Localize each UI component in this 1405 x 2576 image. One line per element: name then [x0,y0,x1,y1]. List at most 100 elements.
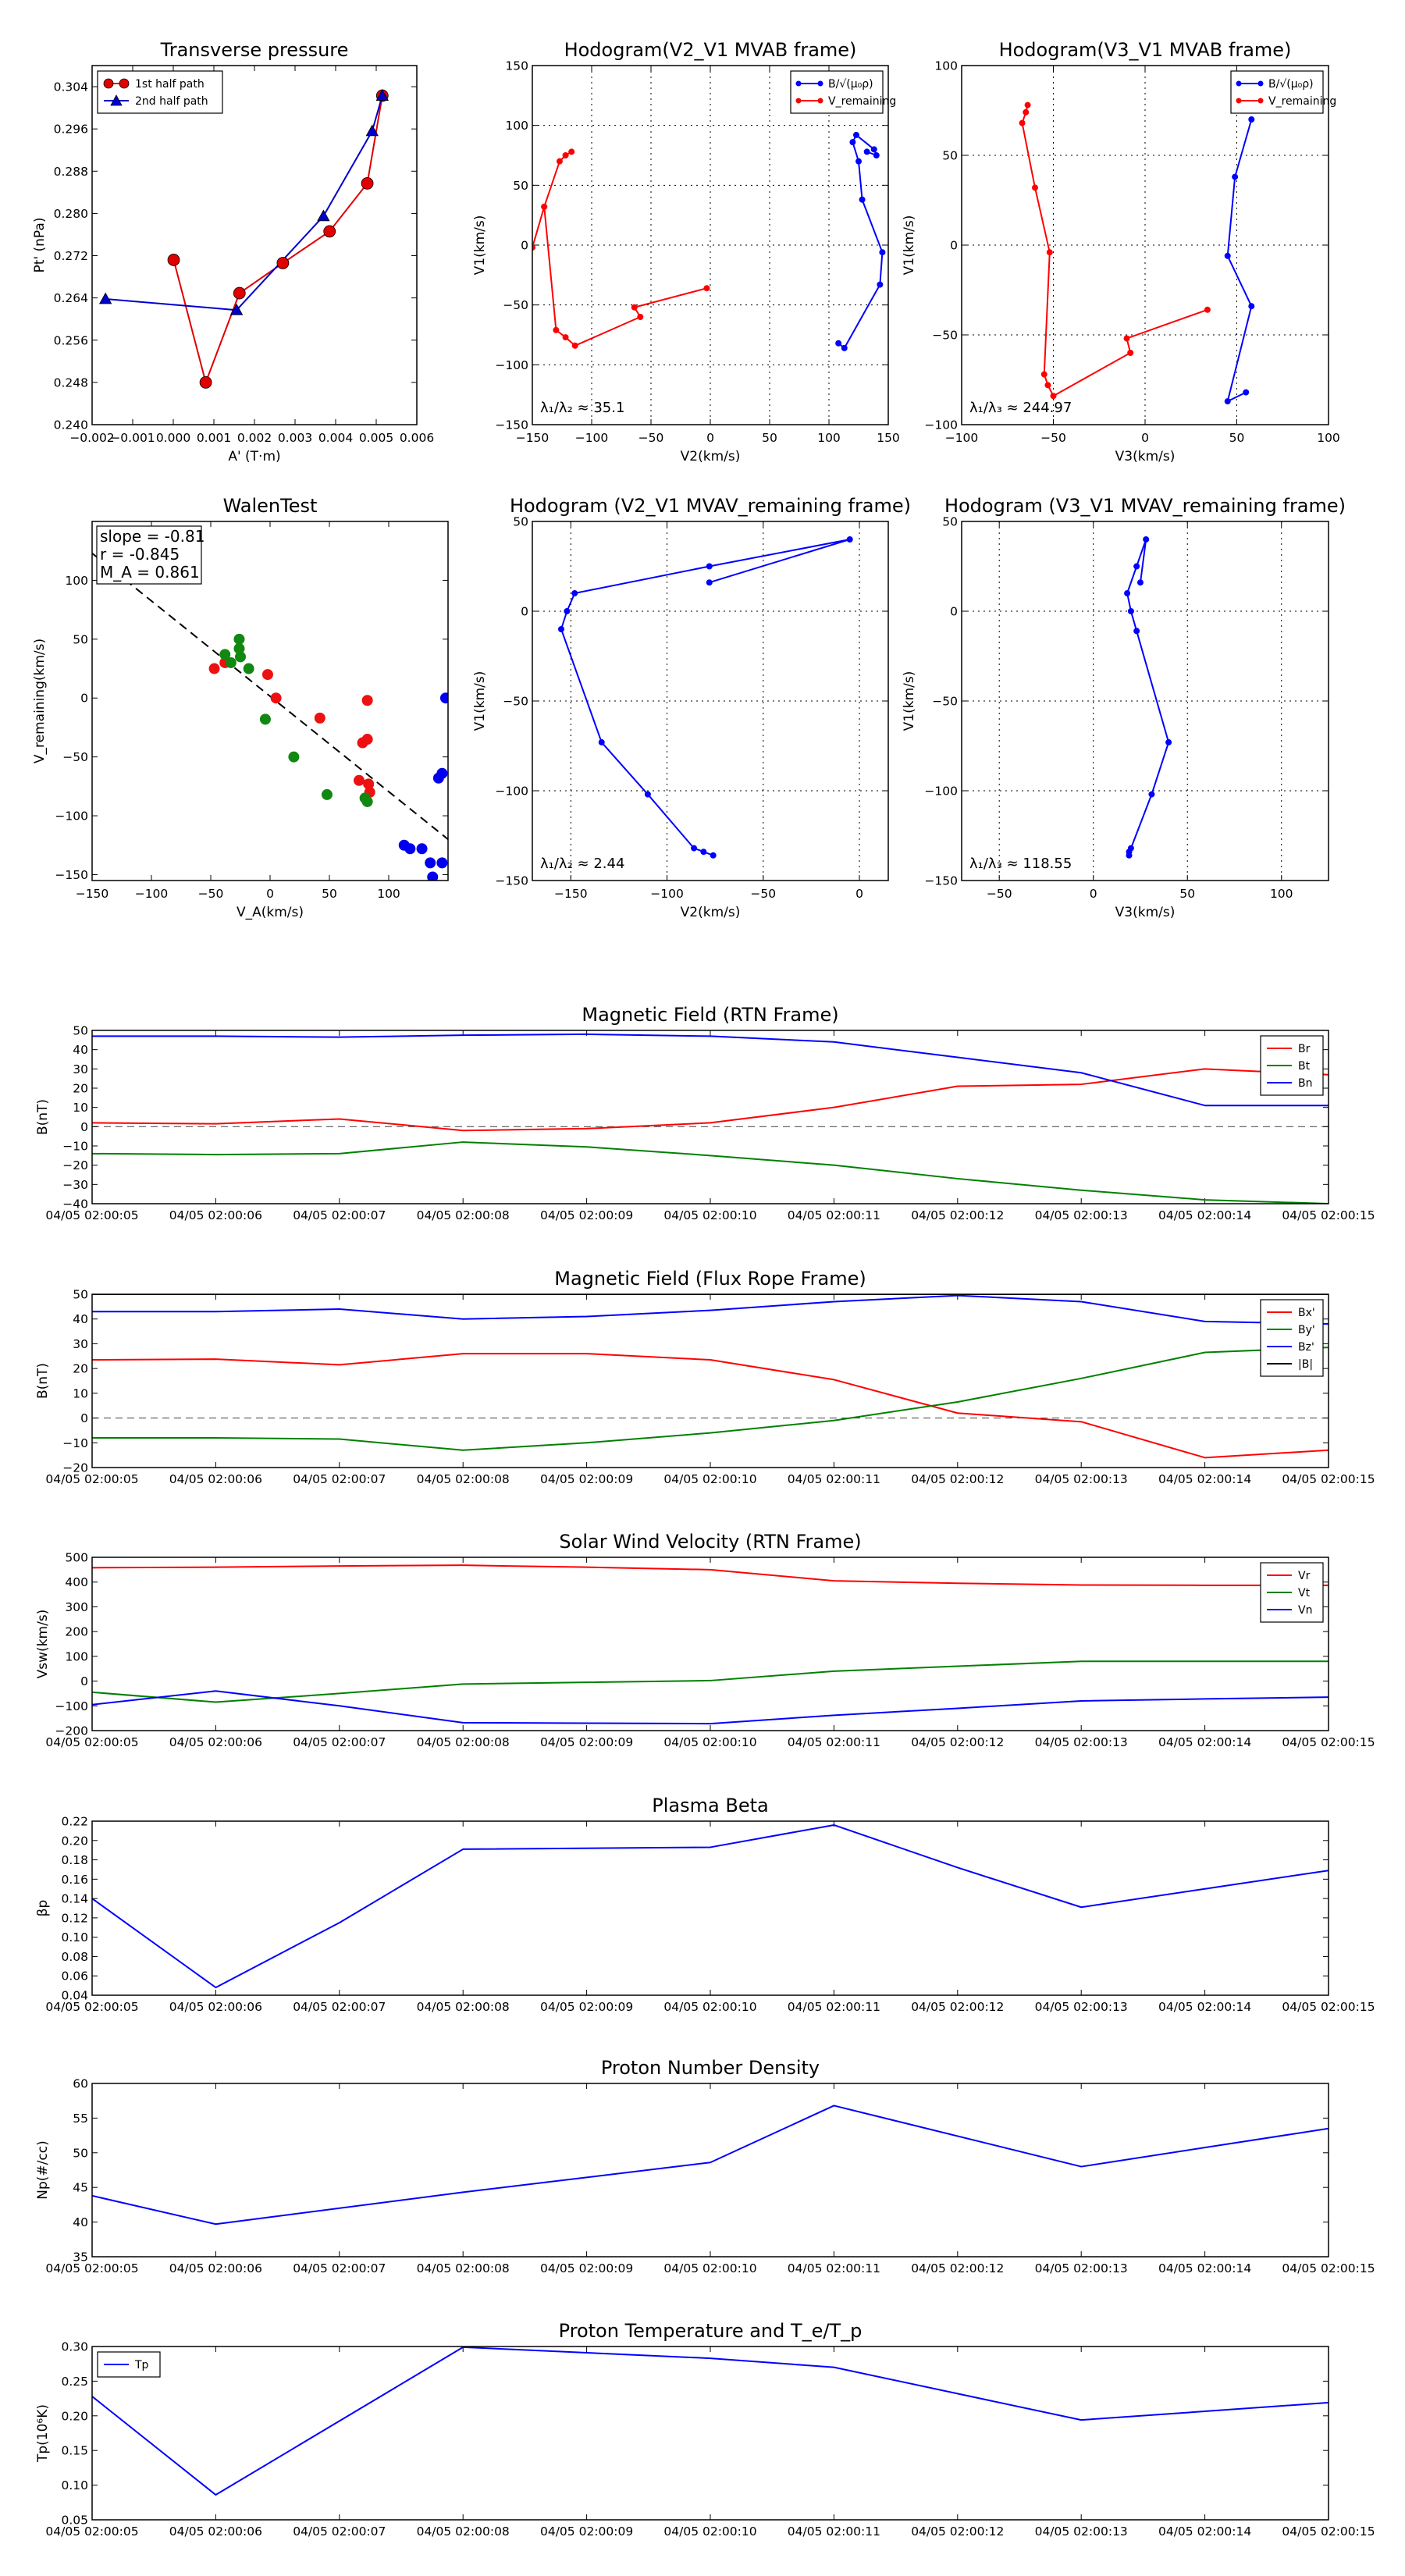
y-tick-label: 50 [942,149,958,163]
y-tick-label: −50 [62,750,88,764]
data-point [427,871,439,881]
legend-label: Br [1298,1043,1311,1055]
legend-label: Vr [1298,1570,1311,1582]
x-tick-label: 04/05 02:00:13 [1035,1735,1128,1749]
legend: B/√(μ₀ρ) V_remaining [1230,70,1336,114]
legend-label: Bz' [1298,1341,1314,1354]
x-axis-label: A' (T·m) [228,449,280,464]
legend-label: Bn [1298,1077,1312,1090]
x-tick-label: 04/05 02:00:10 [663,2000,756,2014]
x-tick-label: 04/05 02:00:08 [417,2524,510,2539]
legend: B/√(μ₀ρ) V_remaining [790,70,896,114]
x-tick-label: −50 [750,887,776,901]
x-tick-label: −0.002 [69,431,114,445]
data-point [1248,116,1255,123]
data-point [571,342,578,349]
data-point [276,257,290,269]
x-axis-label: V3(km/s) [1115,905,1176,920]
y-tick-label: 50 [73,1024,88,1038]
plot-area [105,95,383,383]
y-axis-label: Vsw(km/s) [35,1610,51,1679]
data-point [167,254,180,266]
data-point [879,249,886,256]
x-tick-label: 04/05 02:00:08 [417,1735,510,1749]
y-tick-label: −50 [932,329,958,343]
legend-label: Vt [1298,1587,1311,1599]
data-point [870,146,877,153]
x-tick-label: 04/05 02:00:10 [663,2261,756,2275]
y-axis-label: V1(km/s) [472,671,488,731]
x-tick-label: 0 [855,887,863,901]
legend-label: 2nd half path [135,95,208,108]
panel-walen: WalenTest −150 −100 −50 0 50 100 −150 −100 −50 0 50… [32,495,449,920]
data-point [568,148,575,155]
x-tick-label: 04/05 02:00:14 [1158,2000,1251,2014]
x-tick-label: 04/05 02:00:05 [45,1735,138,1749]
data-point [532,244,535,251]
x-tick-label: 04/05 02:00:12 [911,2524,1004,2539]
annotation-text: λ₁/λ₃ ≈ 244.97 [969,400,1072,416]
x-tick-label: 04/05 02:00:11 [788,1208,880,1222]
legend-marker [110,94,123,106]
y-tick-label: 0.248 [54,375,88,390]
data-point [321,788,333,800]
series-beta-line [92,1823,1329,1989]
y-axis-label: V1(km/s) [472,215,488,276]
legend-marker [817,80,823,87]
x-tick-label: 04/05 02:00:09 [540,1208,633,1222]
series-vr-line [92,1564,1329,1586]
series-v-remaining-line [1126,539,1170,856]
legend-label: Tp [134,2359,149,2371]
data-point [1044,382,1051,389]
x-tick-label: 04/05 02:00:10 [663,2524,756,2539]
annotation-text: slope = -0.81 [100,527,205,546]
x-tick-label: 0 [1141,431,1149,445]
x-tick-label: 04/05 02:00:09 [540,2524,633,2539]
y-tick-label: 10 [73,1101,88,1115]
y-tick-label: 50 [513,179,528,193]
x-tick-label: 04/05 02:00:06 [169,2000,262,2014]
data-point [1050,393,1057,400]
panel-h3: Hodogram (V2_V1 MVAV_remaining frame) −15… [472,495,911,920]
y-axis-label: V1(km/s) [902,215,917,276]
panel-np: Proton Number Density 35 40 45 50 55 60 04/05 0… [35,2057,1375,2275]
series-v-remaining-line [560,539,851,856]
series-np-line [92,2105,1329,2226]
y-tick-label: 0.10 [61,1930,88,1944]
data-point [225,656,237,668]
y-tick-label: 0 [521,239,528,253]
data-point [1123,335,1130,342]
data-point [859,196,866,203]
legend-label: Bx' [1298,1307,1315,1319]
data-point [314,712,325,724]
y-tick-label: −20 [62,1158,88,1172]
legend-label: B/√(μ₀ρ) [1268,78,1314,91]
y-tick-label: −100 [924,785,958,799]
legend: Bx' By' Bz' |B| [1260,1299,1324,1377]
y-tick-label: 0.14 [61,1892,88,1906]
plot-area [92,552,448,881]
x-tick-label: 04/05 02:00:06 [169,1208,262,1222]
y-tick-label: 45 [73,2181,88,2195]
data-point [436,857,448,869]
axes-frame [91,1030,1329,1204]
fit-line [92,552,448,840]
data-point [1224,398,1231,405]
y-tick-label: 100 [934,59,958,73]
y-axis-label: B(nT) [35,1099,51,1135]
data-point [233,286,246,300]
plot-area [92,1294,1329,1459]
x-tick-label: 04/05 02:00:14 [1158,1735,1251,1749]
x-tick-label: 04/05 02:00:08 [417,2000,510,2014]
plot-area [92,1033,1329,1204]
y-tick-label: 40 [73,2215,88,2229]
data-point [375,89,389,101]
y-tick-label: −150 [924,874,958,888]
data-point [1024,101,1031,109]
data-point [846,536,853,543]
x-tick-label: 04/05 02:00:05 [45,1472,138,1486]
x-tick-label: 04/05 02:00:15 [1282,2524,1375,2539]
x-tick-label: 04/05 02:00:07 [293,1735,386,1749]
x-tick-label: 04/05 02:00:08 [417,1208,510,1222]
data-point [691,845,698,852]
